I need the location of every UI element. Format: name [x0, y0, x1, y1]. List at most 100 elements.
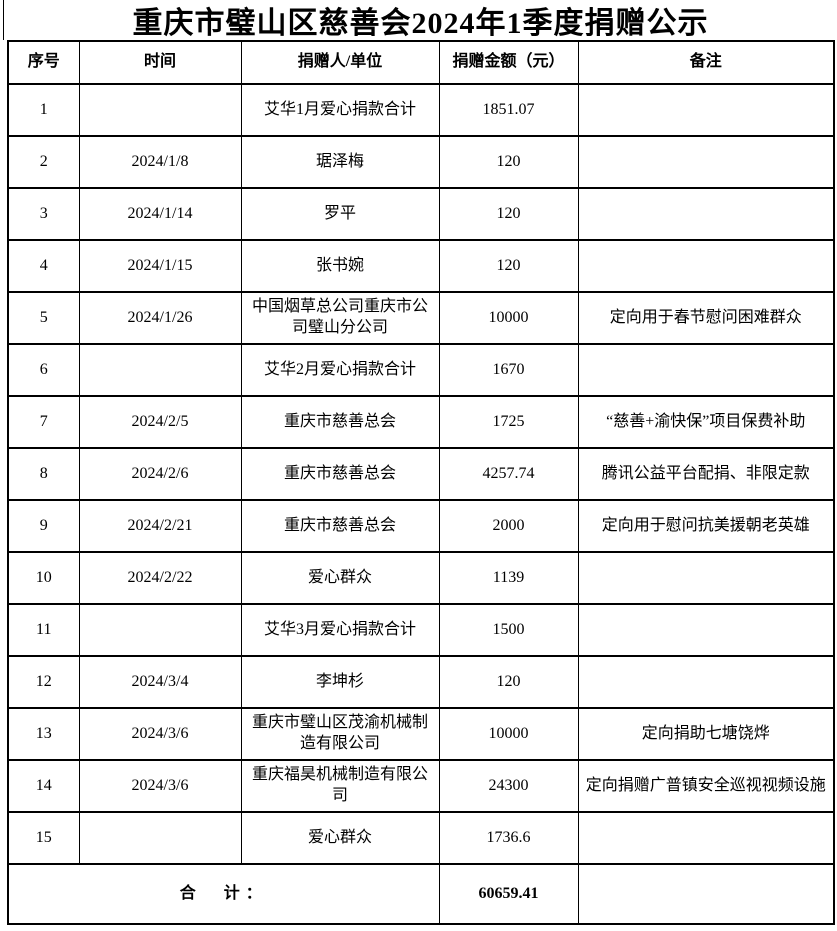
cell-amount: 120 [438, 135, 579, 189]
total-note [577, 863, 835, 925]
cell-donor: 罗平 [240, 187, 440, 241]
cell-donor: 艾华1月爱心捐款合计 [240, 83, 440, 137]
cell-date: 2024/3/6 [78, 707, 242, 761]
table-row: 6 艾华2月爱心捐款合计 1670 [7, 343, 835, 397]
title-bar: 重庆市璧山区慈善会2024年1季度捐赠公示 [3, 0, 837, 40]
cell-amount: 10000 [438, 291, 579, 345]
cell-donor: 琚泽梅 [240, 135, 440, 189]
col-header-note: 备注 [577, 40, 835, 85]
cell-note: 腾讯公益平台配捐、非限定款 [577, 447, 835, 501]
cell-amount: 10000 [438, 707, 579, 761]
cell-amount: 120 [438, 655, 579, 709]
cell-donor: 爱心群众 [240, 551, 440, 605]
total-amount: 60659.41 [438, 863, 579, 925]
col-header-donor: 捐赠人/单位 [240, 40, 440, 85]
cell-date: 2024/2/6 [78, 447, 242, 501]
cell-note [577, 187, 835, 241]
cell-date: 2024/3/6 [78, 759, 242, 813]
cell-date: 2024/1/8 [78, 135, 242, 189]
table-row: 12 2024/3/4 李坤杉 120 [7, 655, 835, 709]
cell-note: 定向捐助七塘饶烨 [577, 707, 835, 761]
cell-amount: 1736.6 [438, 811, 579, 865]
col-header-date: 时间 [78, 40, 242, 85]
cell-amount: 2000 [438, 499, 579, 553]
cell-no: 12 [7, 655, 80, 709]
cell-date: 2024/2/21 [78, 499, 242, 553]
cell-no: 11 [7, 603, 80, 657]
cell-amount: 1139 [438, 551, 579, 605]
table-row: 10 2024/2/22 爱心群众 1139 [7, 551, 835, 605]
cell-donor: 艾华2月爱心捐款合计 [240, 343, 440, 397]
table-row: 9 2024/2/21 重庆市慈善总会 2000 定向用于慰问抗美援朝老英雄 [7, 499, 835, 553]
cell-note [577, 135, 835, 189]
cell-amount: 1851.07 [438, 83, 579, 137]
cell-note: 定向用于慰问抗美援朝老英雄 [577, 499, 835, 553]
cell-date [78, 83, 242, 137]
total-label: 合 计： [7, 863, 440, 925]
cell-date [78, 811, 242, 865]
cell-no: 3 [7, 187, 80, 241]
table-row: 1 艾华1月爱心捐款合计 1851.07 [7, 83, 835, 137]
cell-donor: 重庆福昊机械制造有限公司 [240, 759, 440, 813]
header-row: 序号 时间 捐赠人/单位 捐赠金额（元） 备注 [7, 40, 835, 85]
cell-note [577, 603, 835, 657]
table-row: 5 2024/1/26 中国烟草总公司重庆市公司璧山分公司 10000 定向用于… [7, 291, 835, 345]
cell-no: 10 [7, 551, 80, 605]
col-header-index: 序号 [7, 40, 80, 85]
table-row: 8 2024/2/6 重庆市慈善总会 4257.74 腾讯公益平台配捐、非限定款 [7, 447, 835, 501]
cell-note: 定向用于春节慰问困难群众 [577, 291, 835, 345]
cell-no: 7 [7, 395, 80, 449]
table-row: 15 爱心群众 1736.6 [7, 811, 835, 865]
cell-amount: 120 [438, 187, 579, 241]
cell-amount: 1500 [438, 603, 579, 657]
cell-date [78, 603, 242, 657]
table-row: 7 2024/2/5 重庆市慈善总会 1725 “慈善+渝快保”项目保费补助 [7, 395, 835, 449]
cell-date: 2024/2/22 [78, 551, 242, 605]
table-row: 14 2024/3/6 重庆福昊机械制造有限公司 24300 定向捐赠广普镇安全… [7, 759, 835, 813]
cell-donor: 重庆市慈善总会 [240, 395, 440, 449]
cell-date: 2024/2/5 [78, 395, 242, 449]
cell-date: 2024/3/4 [78, 655, 242, 709]
col-header-amount: 捐赠金额（元） [438, 40, 579, 85]
cell-date [78, 343, 242, 397]
cell-donor: 艾华3月爱心捐款合计 [240, 603, 440, 657]
cell-note [577, 239, 835, 293]
cell-no: 1 [7, 83, 80, 137]
cell-no: 8 [7, 447, 80, 501]
cell-amount: 120 [438, 239, 579, 293]
cell-note [577, 551, 835, 605]
cell-note: 定向捐赠广普镇安全巡视视频设施 [577, 759, 835, 813]
cell-date: 2024/1/15 [78, 239, 242, 293]
cell-donor: 重庆市璧山区茂渝机械制造有限公司 [240, 707, 440, 761]
table-row: 3 2024/1/14 罗平 120 [7, 187, 835, 241]
cell-date: 2024/1/14 [78, 187, 242, 241]
cell-note [577, 811, 835, 865]
cell-amount: 1670 [438, 343, 579, 397]
cell-amount: 1725 [438, 395, 579, 449]
cell-amount: 24300 [438, 759, 579, 813]
cell-donor: 爱心群众 [240, 811, 440, 865]
cell-no: 2 [7, 135, 80, 189]
table-row: 2 2024/1/8 琚泽梅 120 [7, 135, 835, 189]
cell-note: “慈善+渝快保”项目保费补助 [577, 395, 835, 449]
cell-note [577, 83, 835, 137]
cell-amount: 4257.74 [438, 447, 579, 501]
cell-note [577, 343, 835, 397]
cell-no: 14 [7, 759, 80, 813]
total-row: 合 计： 60659.41 [7, 863, 835, 925]
cell-no: 15 [7, 811, 80, 865]
cell-donor: 中国烟草总公司重庆市公司璧山分公司 [240, 291, 440, 345]
table-row: 13 2024/3/6 重庆市璧山区茂渝机械制造有限公司 10000 定向捐助七… [7, 707, 835, 761]
cell-donor: 张书婉 [240, 239, 440, 293]
cell-no: 4 [7, 239, 80, 293]
table-row: 11 艾华3月爱心捐款合计 1500 [7, 603, 835, 657]
table-row: 4 2024/1/15 张书婉 120 [7, 239, 835, 293]
cell-no: 5 [7, 291, 80, 345]
cell-donor: 重庆市慈善总会 [240, 499, 440, 553]
donation-table: 序号 时间 捐赠人/单位 捐赠金额（元） 备注 1 艾华1月爱心捐款合计 185… [7, 40, 835, 925]
cell-note [577, 655, 835, 709]
cell-donor: 李坤杉 [240, 655, 440, 709]
cell-date: 2024/1/26 [78, 291, 242, 345]
cell-donor: 重庆市慈善总会 [240, 447, 440, 501]
